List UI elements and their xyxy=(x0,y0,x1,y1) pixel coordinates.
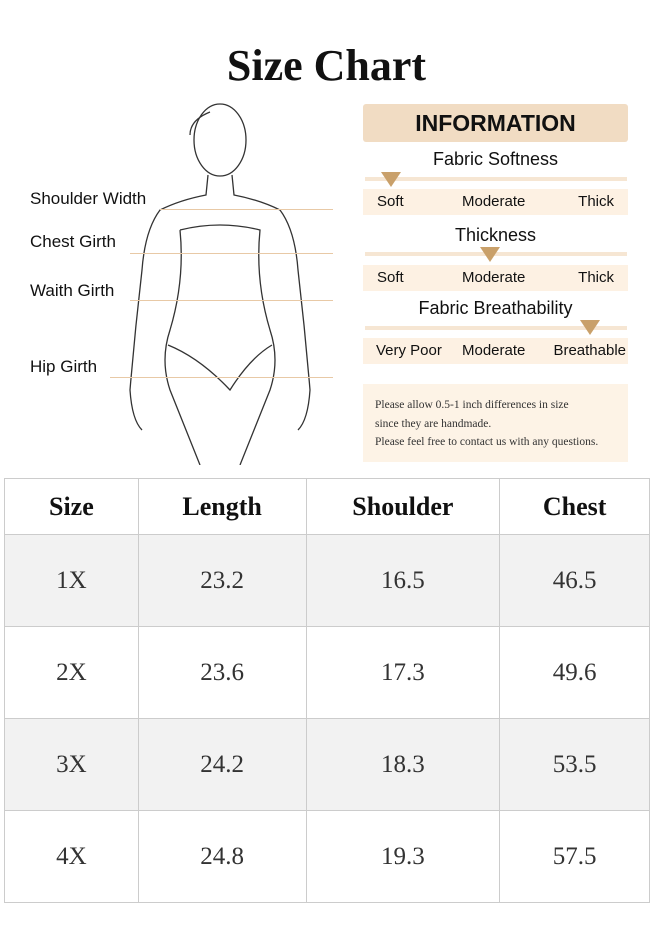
table-row: 3X 24.2 18.3 53.5 xyxy=(4,718,650,811)
column-header: Size xyxy=(4,478,139,535)
scale-indicator-icon xyxy=(381,172,401,187)
column-header: Chest xyxy=(499,478,650,535)
size-note: Please allow 0.5-1 inch differences in s… xyxy=(363,384,628,462)
table-header-row: Size Length Shoulder Chest xyxy=(4,478,650,535)
column-header: Length xyxy=(137,478,307,535)
scale-indicator-icon xyxy=(480,247,500,262)
table-row: 4X 24.8 19.3 57.5 xyxy=(4,810,650,903)
table-row: 1X 23.2 16.5 46.5 xyxy=(4,534,650,627)
scale-title: Fabric Breathability xyxy=(418,298,573,318)
measurement-label: Waith Girth xyxy=(30,281,115,300)
measurement-label: Chest Girth xyxy=(30,232,116,251)
table-row: 2X 23.6 17.3 49.6 xyxy=(4,626,650,719)
size-table: Size Length Shoulder Chest 1X 23.2 16.5 46.… xyxy=(4,478,650,903)
scale-title: Thickness xyxy=(454,225,537,245)
column-header: Shoulder xyxy=(305,478,501,535)
scale-labels: Very Poor Moderate Breathable xyxy=(363,338,628,364)
scale-labels: Soft Moderate Thick xyxy=(363,189,628,215)
scale-indicator-icon xyxy=(580,320,600,335)
measurement-line xyxy=(130,300,333,301)
scale-labels: Soft Moderate Thick xyxy=(363,265,628,291)
measurement-label: Shoulder Width xyxy=(30,189,147,208)
information-header: INFORMATION xyxy=(363,104,628,142)
body-figure-illustration xyxy=(129,103,311,465)
scale-track xyxy=(365,177,627,181)
scale-title: Fabric Softness xyxy=(432,149,559,169)
measurement-line xyxy=(130,253,333,254)
page-title: Size Chart xyxy=(226,41,427,90)
measurement-label: Hip Girth xyxy=(30,357,98,376)
scale-track xyxy=(365,326,627,330)
measurement-line xyxy=(160,209,333,210)
measurement-line xyxy=(110,377,333,378)
